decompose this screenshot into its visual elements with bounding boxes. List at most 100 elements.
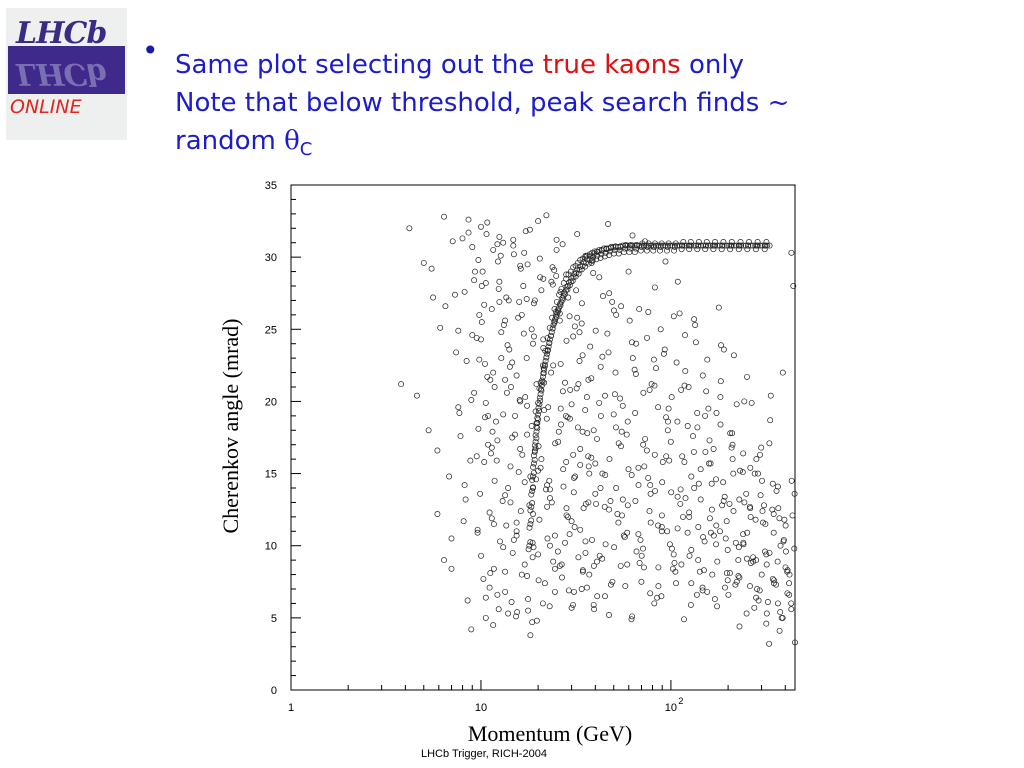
data-point bbox=[461, 482, 468, 489]
data-point bbox=[571, 323, 578, 330]
data-point bbox=[720, 498, 727, 504]
data-point bbox=[524, 261, 531, 268]
data-point bbox=[737, 239, 744, 245]
data-point bbox=[562, 379, 568, 386]
data-point bbox=[733, 578, 740, 585]
data-point bbox=[743, 610, 750, 617]
data-point bbox=[524, 431, 531, 438]
data-point bbox=[513, 528, 520, 535]
data-point bbox=[520, 330, 527, 337]
data-point bbox=[739, 469, 746, 476]
data-point bbox=[453, 349, 460, 356]
data-point bbox=[539, 373, 546, 380]
data-point bbox=[732, 581, 739, 588]
data-point bbox=[622, 583, 629, 590]
data-point bbox=[735, 573, 742, 579]
data-point bbox=[684, 529, 691, 536]
plot-frame bbox=[290, 184, 796, 691]
data-point bbox=[624, 529, 631, 536]
data-point bbox=[637, 247, 644, 254]
data-point bbox=[590, 562, 597, 569]
data-point bbox=[619, 512, 625, 519]
data-point bbox=[655, 583, 662, 590]
data-point bbox=[515, 314, 522, 321]
data-point bbox=[617, 562, 624, 569]
data-point bbox=[632, 498, 639, 504]
data-point bbox=[502, 588, 509, 595]
data-point bbox=[762, 242, 769, 249]
data-point bbox=[583, 584, 590, 591]
data-point bbox=[488, 444, 495, 451]
data-point bbox=[521, 249, 528, 256]
data-point bbox=[674, 418, 681, 425]
logo-band bbox=[8, 46, 125, 94]
data-point bbox=[517, 508, 524, 515]
data-point bbox=[678, 246, 685, 253]
data-point bbox=[568, 604, 575, 611]
data-point bbox=[703, 388, 710, 395]
data-point bbox=[623, 431, 630, 438]
data-point bbox=[578, 320, 585, 327]
data-point bbox=[742, 242, 749, 249]
data-point bbox=[530, 340, 536, 347]
data-point bbox=[548, 329, 555, 336]
data-point bbox=[491, 384, 498, 390]
slide-line-1: Same plot selecting out the true kaons o… bbox=[175, 46, 789, 84]
data-point bbox=[784, 568, 791, 575]
data-point bbox=[575, 554, 582, 561]
data-point bbox=[750, 554, 757, 561]
data-point bbox=[566, 313, 573, 320]
data-point bbox=[551, 267, 558, 274]
data-point bbox=[664, 427, 671, 434]
data-point bbox=[776, 515, 783, 522]
data-point bbox=[476, 311, 483, 318]
data-point bbox=[574, 314, 581, 321]
slide-text: Same plot selecting out the true kaons o… bbox=[175, 46, 789, 169]
data-point bbox=[516, 298, 523, 305]
data-point bbox=[646, 508, 653, 515]
data-point bbox=[518, 571, 525, 578]
data-point bbox=[520, 283, 527, 289]
data-point bbox=[571, 474, 577, 481]
data-point bbox=[549, 281, 556, 288]
data-point bbox=[524, 402, 531, 409]
data-point bbox=[628, 472, 635, 478]
data-point bbox=[743, 490, 750, 497]
data-point bbox=[600, 293, 606, 300]
data-point bbox=[517, 446, 524, 452]
data-point bbox=[647, 490, 654, 497]
theta-symbol: θ bbox=[284, 126, 300, 156]
data-point bbox=[537, 397, 544, 404]
data-point bbox=[557, 288, 564, 295]
data-point bbox=[455, 327, 462, 334]
data-point bbox=[745, 242, 752, 249]
data-point bbox=[678, 561, 685, 568]
data-point bbox=[788, 606, 795, 613]
data-point bbox=[598, 251, 605, 258]
data-point bbox=[531, 297, 538, 304]
data-point bbox=[583, 394, 590, 401]
data-point bbox=[469, 244, 476, 250]
data-point bbox=[540, 275, 547, 282]
data-point bbox=[566, 415, 573, 422]
data-point bbox=[704, 356, 711, 363]
data-point bbox=[741, 398, 748, 405]
data-point bbox=[666, 457, 673, 464]
data-point bbox=[491, 477, 498, 484]
data-point bbox=[644, 244, 651, 250]
data-point bbox=[510, 236, 517, 243]
data-point bbox=[763, 620, 770, 627]
data-point bbox=[553, 314, 560, 320]
data-point bbox=[558, 421, 564, 428]
data-point bbox=[594, 593, 601, 600]
data-point bbox=[718, 342, 724, 349]
data-point bbox=[617, 395, 624, 402]
data-point bbox=[601, 503, 608, 510]
data-point bbox=[651, 451, 658, 458]
data-point bbox=[476, 356, 483, 363]
data-point bbox=[580, 505, 587, 512]
data-point bbox=[652, 487, 659, 494]
data-point bbox=[597, 363, 604, 370]
data-point bbox=[449, 238, 456, 245]
